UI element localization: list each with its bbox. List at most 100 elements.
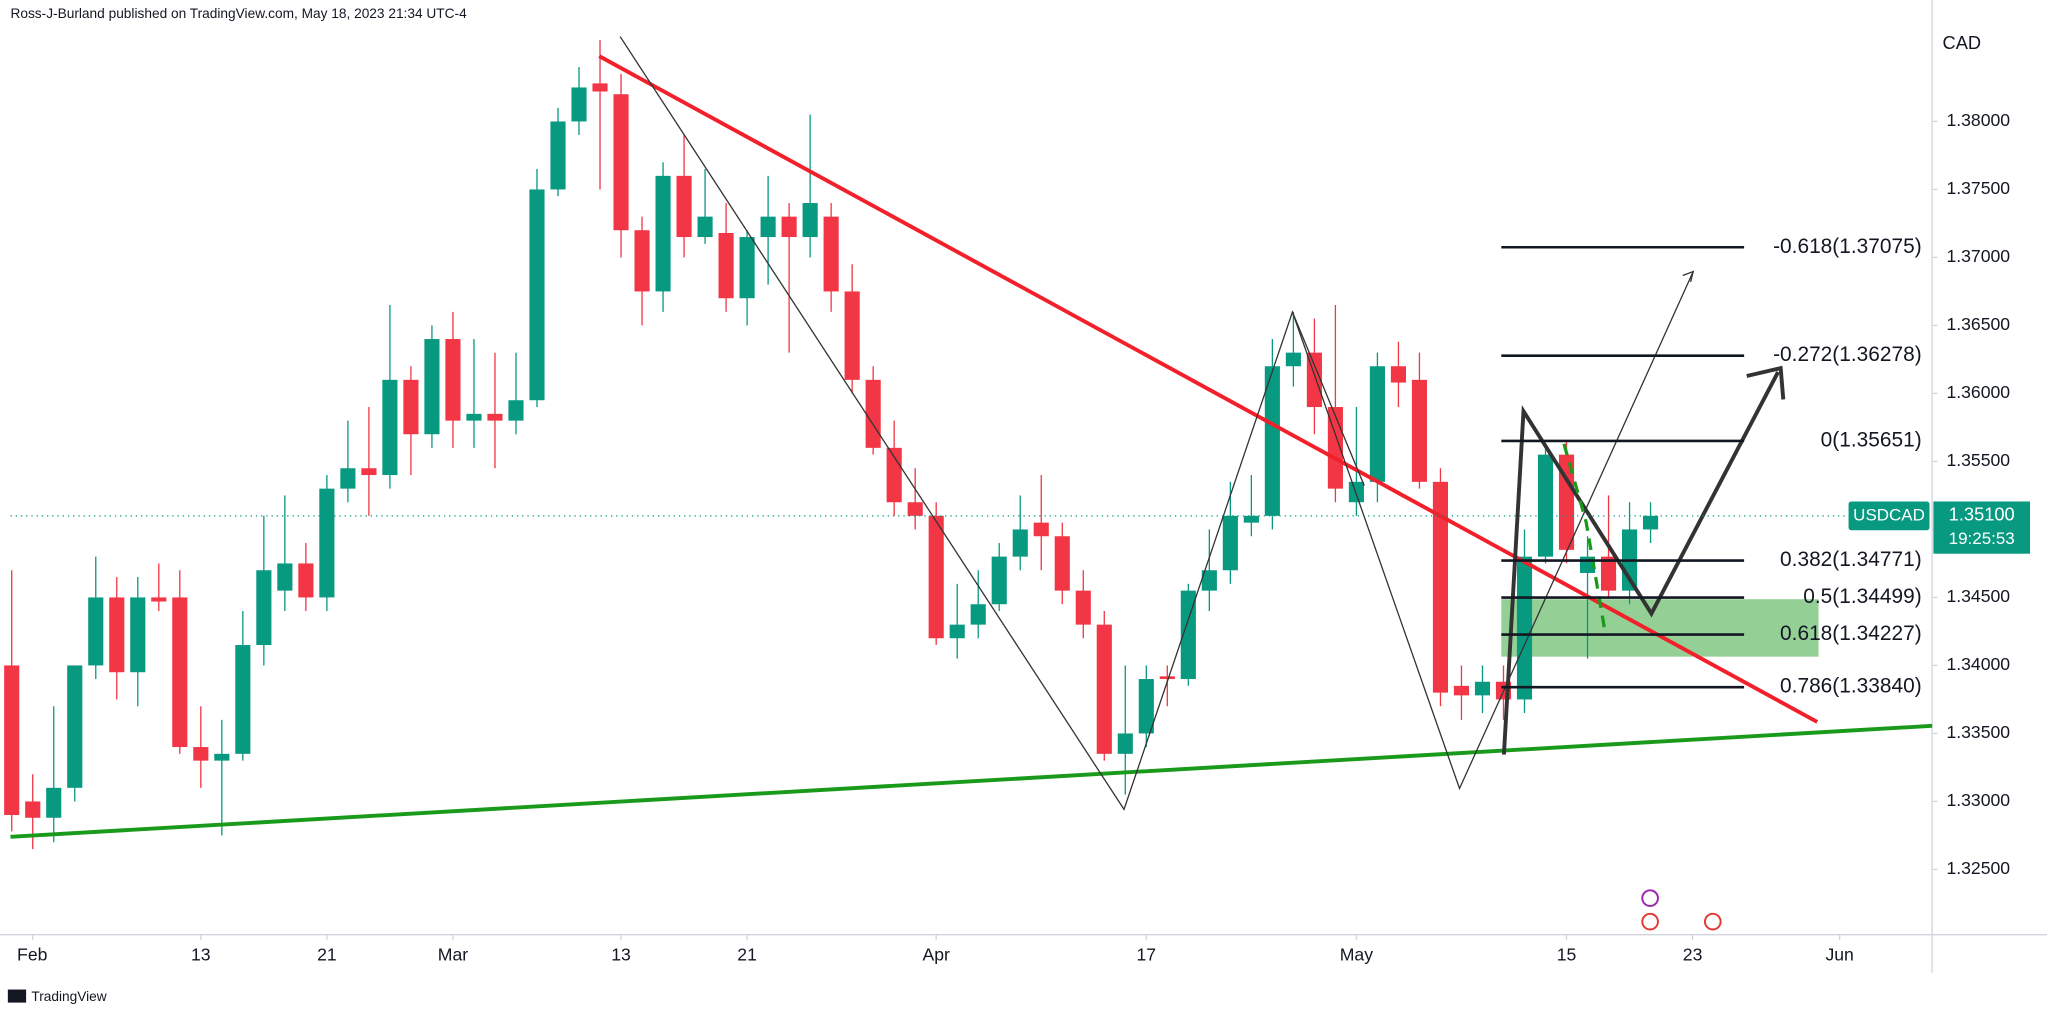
y-tick-label: 1.34000 <box>1946 654 2010 674</box>
candle-body <box>844 291 860 380</box>
x-tick-label: 21 <box>737 944 757 964</box>
candle-body <box>1243 515 1259 523</box>
price-tag <box>1933 501 2031 554</box>
candle-body <box>109 597 125 673</box>
y-tick-label: 1.34500 <box>1946 586 2010 606</box>
candle-body <box>340 468 356 489</box>
fib-label: 0.618(1.34227) <box>1780 622 1922 645</box>
candle-body <box>1600 556 1617 591</box>
candle-body <box>235 645 251 754</box>
candle-body <box>1411 379 1428 482</box>
candle-body <box>1369 366 1385 482</box>
fib-label: -0.272(1.36278) <box>1773 343 1922 366</box>
x-tick-label: Mar <box>438 944 468 964</box>
candle-body <box>1453 685 1470 696</box>
projection-path <box>1501 371 1780 755</box>
symbol-tag <box>1848 501 1930 531</box>
candle-body <box>781 216 797 238</box>
arrow-head <box>1682 270 1695 283</box>
fib-label: 0.5(1.34499) <box>1803 585 1921 608</box>
x-tick-label: Jun <box>1825 944 1853 964</box>
brand-name: TradingView <box>31 989 106 1004</box>
candle-body <box>1474 681 1491 696</box>
candle-body <box>256 570 272 646</box>
fibonacci-levels: -0.618(1.37075) -0.272(1.36278) 0(1.35651)… <box>1501 235 1922 698</box>
candle-body <box>907 502 923 516</box>
resistance-trendline <box>598 54 1819 724</box>
candle-body <box>277 563 293 591</box>
y-tick-label: 1.36500 <box>1946 314 2010 334</box>
x-tick-label: 13 <box>191 944 211 964</box>
candle-body <box>697 216 713 238</box>
last-price-label: 1.35100 <box>1949 504 2015 525</box>
x-tick-label: 23 <box>1683 944 1703 964</box>
candle-body <box>1180 590 1196 680</box>
candle-body <box>193 747 209 761</box>
candle-body <box>1264 366 1280 516</box>
support-trendline <box>10 723 1933 839</box>
annotations-back <box>1501 599 1819 657</box>
candle-body <box>1033 522 1049 537</box>
candle-body <box>529 189 545 401</box>
x-tick-label: Feb <box>17 944 48 964</box>
y-tick-label: 1.36000 <box>1946 382 2010 402</box>
axes: 1.325001.330001.335001.340001.345001.350… <box>10 110 2031 964</box>
candle-body <box>25 801 41 818</box>
candle-body <box>1222 515 1238 571</box>
candle-body <box>571 87 587 122</box>
candle-body <box>1432 481 1449 693</box>
candle-body <box>1138 679 1154 734</box>
candle-body <box>1096 624 1112 754</box>
x-tick-label: 17 <box>1137 944 1157 964</box>
event-icon <box>1703 912 1722 931</box>
candle-body <box>886 447 902 503</box>
candle-body <box>424 339 440 435</box>
candle-body <box>403 379 419 435</box>
candle-body <box>4 665 20 816</box>
candle-body <box>802 203 818 238</box>
x-tick-label: Apr <box>922 944 950 964</box>
y-tick-label: 1.33500 <box>1946 722 2010 742</box>
candle-body <box>1537 454 1554 557</box>
candle-body <box>865 379 881 448</box>
header: Ross-J-Burland published on TradingView.… <box>10 6 467 21</box>
candle-body <box>655 175 671 292</box>
x-tick-label: May <box>1340 944 1373 964</box>
candle-body <box>46 787 62 818</box>
x-tick-label: 21 <box>317 944 337 964</box>
candle-body <box>760 216 776 238</box>
candle-body <box>361 468 377 476</box>
y-tick-label: 1.37500 <box>1946 178 2010 198</box>
annotations <box>10 36 1933 931</box>
candle-body <box>1285 352 1301 367</box>
candle-body <box>88 597 104 666</box>
candle-body <box>1306 352 1322 408</box>
candle-body <box>1012 529 1028 557</box>
candle-body <box>718 232 734 299</box>
candle-body <box>172 597 188 748</box>
candle-body <box>1390 366 1406 383</box>
candle-body <box>613 94 629 231</box>
y-tick-label: 1.35500 <box>1946 450 2010 470</box>
candle-body <box>970 604 986 625</box>
candle-body <box>1054 536 1070 591</box>
candle-body <box>676 175 692 238</box>
candle-body <box>1201 570 1217 591</box>
candle-body <box>487 413 503 421</box>
y-tick-label: 1.32500 <box>1946 858 2010 878</box>
candle-body <box>634 230 650 292</box>
arrow-head <box>1746 365 1786 400</box>
candle-body <box>130 597 146 673</box>
currency-label: CAD <box>1943 32 1982 53</box>
candle-body <box>508 400 524 421</box>
symbol-label: USDCAD <box>1853 505 1925 524</box>
candle-body <box>151 597 167 602</box>
candle-body <box>1075 590 1091 625</box>
candle-body <box>991 556 1007 605</box>
candle-body <box>298 563 314 598</box>
candle-body <box>949 624 965 639</box>
zigzag-line <box>619 36 1365 811</box>
event-icon <box>1641 889 1659 907</box>
candle-body <box>319 488 335 598</box>
